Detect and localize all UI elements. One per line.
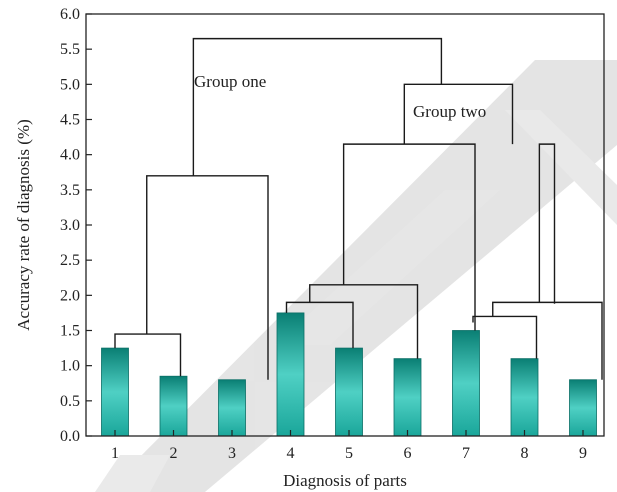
bar-4 (276, 312, 305, 437)
dendrogram-link (403, 83, 514, 145)
x-tick-label: 9 (579, 445, 587, 462)
y-tick-label: 2.0 (60, 287, 80, 304)
y-axis-ticks: 0.0 0.5 1.0 1.5 2.0 2.5 3.0 3.5 4.0 4.5 5.0 5.5 6.0 (60, 6, 92, 445)
dendrogram-link (492, 301, 603, 380)
y-tick-label: 3.0 (60, 217, 80, 234)
x-tick-label: 4 (287, 445, 295, 462)
bar-7 (452, 330, 480, 437)
x-axis-label: Diagnosis of parts (283, 471, 407, 490)
y-tick-label: 0.0 (60, 428, 80, 445)
x-axis-ticks: 1 2 3 4 5 6 7 8 9 (111, 430, 587, 462)
dendrogram-link (192, 37, 443, 176)
dendrogram-link (538, 143, 556, 304)
bar-2 (159, 375, 188, 437)
y-tick-label: 5.0 (60, 76, 80, 93)
y-tick-label: 1.5 (60, 323, 80, 340)
y-tick-label: 0.5 (60, 393, 80, 410)
dendrogram-link (342, 143, 476, 331)
y-tick-label: 4.5 (60, 112, 80, 129)
x-tick-label: 2 (170, 445, 178, 462)
bar-5 (335, 347, 363, 437)
x-tick-label: 7 (462, 445, 470, 462)
dendrogram-link (114, 333, 182, 377)
bar-3 (218, 379, 246, 437)
dendrogram-lines (114, 37, 603, 380)
y-tick-label: 3.5 (60, 182, 80, 199)
dendrogram-link (146, 175, 269, 380)
y-tick-label: 4.0 (60, 147, 80, 164)
x-tick-label: 5 (345, 445, 353, 462)
dendrogram-link (285, 301, 354, 349)
y-tick-label: 2.5 (60, 252, 80, 269)
dendrogram-link (309, 284, 419, 359)
x-tick-label: 6 (404, 445, 412, 462)
annotation-group-two: Group two (413, 102, 486, 121)
bars-layer (101, 312, 597, 437)
x-tick-label: 8 (521, 445, 529, 462)
y-tick-label: 5.5 (60, 41, 80, 58)
x-tick-label: 3 (228, 445, 236, 462)
x-tick-label: 1 (111, 445, 119, 462)
bar-1 (101, 347, 129, 437)
bar-9 (569, 379, 597, 437)
bar-6 (393, 358, 422, 437)
y-tick-label: 6.0 (60, 6, 80, 23)
y-axis-label: Accuracy rate of diagnosis (%) (14, 119, 33, 330)
y-tick-label: 1.0 (60, 358, 80, 375)
dendrogram-link (472, 315, 538, 359)
bar-8 (510, 358, 539, 437)
annotation-group-one: Group one (194, 72, 266, 91)
